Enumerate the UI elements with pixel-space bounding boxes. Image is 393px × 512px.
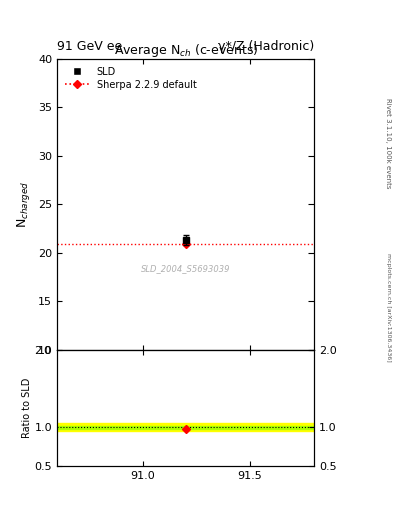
Text: 91 GeV ee: 91 GeV ee: [57, 40, 122, 53]
Title: Average N$_{ch}$ (c-events): Average N$_{ch}$ (c-events): [114, 42, 258, 59]
Text: Rivet 3.1.10, 100k events: Rivet 3.1.10, 100k events: [385, 98, 391, 188]
Text: mcplots.cern.ch [arXiv:1306.3436]: mcplots.cern.ch [arXiv:1306.3436]: [386, 253, 391, 361]
Text: γ*/Z (Hadronic): γ*/Z (Hadronic): [218, 40, 314, 53]
Y-axis label: N$_{charged}$: N$_{charged}$: [15, 181, 33, 228]
Y-axis label: Ratio to SLD: Ratio to SLD: [22, 377, 31, 438]
Text: SLD_2004_S5693039: SLD_2004_S5693039: [141, 264, 230, 273]
Legend: SLD, Sherpa 2.2.9 default: SLD, Sherpa 2.2.9 default: [62, 63, 200, 93]
